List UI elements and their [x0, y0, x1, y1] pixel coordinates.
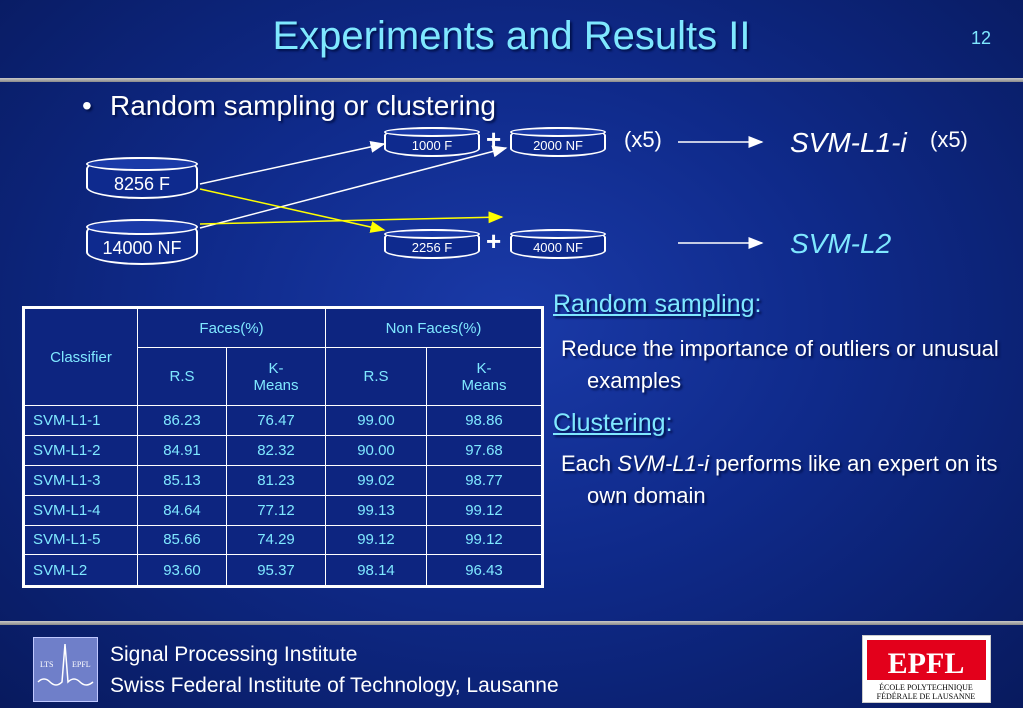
svm-l2-label: SVM-L2: [790, 228, 892, 259]
results-table: Classifier Faces(%) Non Faces(%) R.S K- M…: [22, 306, 544, 588]
plus-sign-bottom: +: [486, 226, 502, 256]
table-header-row: Classifier Faces(%) Non Faces(%): [23, 307, 543, 406]
subheader-nonfaces-rs: R.S: [325, 347, 427, 406]
header-classifier: Classifier: [23, 307, 138, 406]
svm-l1-label: SVM-L1-i: [790, 127, 907, 158]
header-faces: Faces(%): [137, 307, 326, 348]
arrow-nonfaces-to-subset: [199, 145, 508, 229]
svg-text:LTS: LTS: [40, 660, 54, 669]
plus-sign-top: +: [486, 124, 502, 154]
times-label-right: (x5): [930, 127, 968, 152]
table-row: SVM-L2 93.60 95.37 98.14 96.43: [23, 554, 543, 587]
bullet-icon: •: [82, 90, 92, 121]
footer-line-2: Swiss Federal Institute of Technology, L…: [110, 674, 559, 697]
table-row: SVM-L1-2 84.91 82.32 90.00 97.68: [23, 434, 543, 466]
cylinder-4000-nonfaces: 4000 NF: [510, 229, 606, 259]
arrow-faces-to-subset: [199, 141, 386, 185]
svg-text:ÉCOLE POLYTECHNIQUE: ÉCOLE POLYTECHNIQUE: [879, 682, 973, 692]
subheader-faces-rs: R.S: [137, 347, 227, 406]
svg-text:EPFL: EPFL: [72, 660, 91, 669]
bottom-divider: [0, 621, 1023, 625]
cylinder-8256-faces: 8256 F: [86, 157, 198, 199]
subheader-nonfaces-kmeans: K- Means: [426, 347, 543, 406]
random-sampling-text: Reduce the importance of outliers or unu…: [561, 336, 999, 393]
cylinder-2000-nonfaces: 2000 NF: [510, 127, 606, 157]
times-label-left: (x5): [624, 127, 662, 152]
slide-title: Experiments and Results II: [272, 14, 751, 58]
epfl-logo: EPFL ÉCOLE POLYTECHNIQUE FÉDÉRALE DE LAU…: [862, 635, 991, 703]
clustering-text: Each SVM-L1-i performs like an expert on…: [561, 451, 998, 508]
footer-line-1: Signal Processing Institute: [110, 643, 358, 666]
bullet-text: Random sampling or clustering: [110, 90, 496, 121]
notes-panel: Random sampling: Reduce the importance o…: [553, 290, 1013, 512]
svg-text:EPFL: EPFL: [888, 647, 965, 680]
arrow-nonfaces-to-cluster: [199, 211, 504, 225]
table-row: SVM-L1-4 84.64 77.12 99.13 99.12: [23, 494, 543, 526]
table-row: SVM-L1-3 85.13 81.23 99.02 98.77: [23, 464, 543, 496]
subheader-faces-kmeans: K- Means: [226, 347, 326, 406]
table-row: SVM-L1-5 85.66 74.29 99.12 99.12: [23, 524, 543, 556]
bullet-point: • Random sampling or clustering: [82, 90, 496, 122]
svg-text:FÉDÉRALE DE LAUSANNE: FÉDÉRALE DE LAUSANNE: [877, 691, 976, 701]
header-nonfaces: Non Faces(%): [325, 307, 543, 348]
table-subheader-row: R.S K- Means R.S K- Means: [24, 347, 543, 406]
table-row: SVM-L1-1 86.23 76.47 99.00 98.86: [23, 405, 543, 436]
top-divider: [0, 78, 1023, 82]
lts-logo: LTS EPFL: [33, 637, 98, 702]
arrow-faces-to-cluster: [199, 188, 386, 233]
cylinder-14000-nonfaces: 14000 NF: [86, 219, 198, 265]
page-number: 12: [970, 28, 991, 48]
random-sampling-heading: Random sampling:: [553, 290, 762, 318]
cylinder-2256-faces: 2256 F: [384, 229, 480, 259]
cylinder-1000-faces: 1000 F: [384, 127, 480, 157]
clustering-heading: Clustering:: [553, 409, 673, 437]
